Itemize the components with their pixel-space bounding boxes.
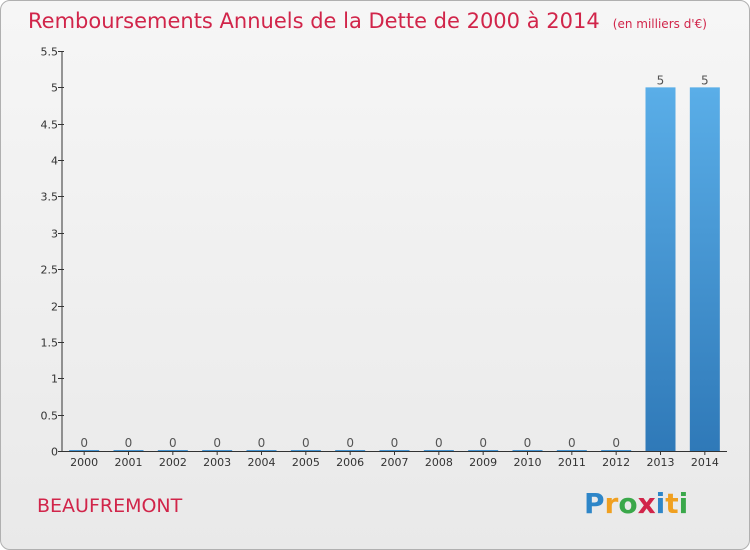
y-tick-label: 0.5 <box>41 410 59 423</box>
y-tick-label: 2 <box>51 301 58 314</box>
bar-2007 <box>379 450 410 451</box>
bar-2011 <box>556 450 587 451</box>
bar-2008 <box>423 450 454 451</box>
y-tick-label: 3 <box>51 228 58 241</box>
y-tick-label: 1 <box>51 373 58 386</box>
data-label-2003: 0 <box>213 436 221 450</box>
x-tick-label: 2000 <box>70 456 98 469</box>
x-tick-label: 2007 <box>381 456 409 469</box>
proxiti-logo: Proxiti <box>584 487 688 523</box>
logo-letter: P <box>584 487 605 520</box>
x-tick-label: 2014 <box>691 456 719 469</box>
data-label-2013: 5 <box>657 73 665 87</box>
logo-letter: i <box>678 487 689 520</box>
commune-name: BEAUFREMONT <box>37 495 183 517</box>
chart-bars: 0 0 0 0 0 0 0 0 0 0 0 0 0 5 5 <box>69 73 720 451</box>
data-label-2006: 0 <box>346 436 354 450</box>
x-tick-label: 2004 <box>248 456 276 469</box>
y-tick-label: 5 <box>51 82 58 95</box>
bar-2004 <box>246 450 277 451</box>
x-tick-label: 2008 <box>425 456 453 469</box>
bar-2012 <box>601 450 632 451</box>
data-label-2009: 0 <box>479 436 487 450</box>
x-tick-label: 2003 <box>203 456 231 469</box>
data-label-2007: 0 <box>391 436 399 450</box>
data-label-2004: 0 <box>258 436 266 450</box>
data-label-2005: 0 <box>302 436 310 450</box>
x-tick-label: 2012 <box>602 456 630 469</box>
logo-letter: i <box>655 487 666 520</box>
bar-2002 <box>157 450 188 451</box>
bar-2013 <box>645 87 676 451</box>
logo-letter: t <box>665 487 679 520</box>
bar-2001 <box>113 450 144 451</box>
y-tick-label: 0 <box>51 446 58 459</box>
x-tick-label: 2005 <box>292 456 320 469</box>
data-label-2001: 0 <box>125 436 133 450</box>
chart-title-text: Remboursements Annuels de la Dette de 20… <box>28 9 600 33</box>
bar-2005 <box>290 450 321 451</box>
data-label-2010: 0 <box>524 436 532 450</box>
chart-axes: 0 0.5 1 1.5 2 2.5 3 3.5 4 4.5 5 5.5 2000 2001 2002 2003… <box>41 46 727 469</box>
y-tick-label: 4.5 <box>41 119 59 132</box>
x-tick-label: 2013 <box>647 456 675 469</box>
data-label-2000: 0 <box>80 436 88 450</box>
y-tick-label: 5.5 <box>41 46 59 59</box>
y-tick-label: 3.5 <box>41 191 59 204</box>
x-tick-label: 2001 <box>115 456 143 469</box>
bar-2010 <box>512 450 543 451</box>
y-tick-label: 1.5 <box>41 337 59 350</box>
x-tick-label: 2009 <box>469 456 497 469</box>
data-label-2008: 0 <box>435 436 443 450</box>
bar-2009 <box>468 450 499 451</box>
bar-2006 <box>335 450 366 451</box>
bar-2014 <box>689 87 720 451</box>
data-label-2002: 0 <box>169 436 177 450</box>
chart-title: Remboursements Annuels de la Dette de 20… <box>28 9 707 33</box>
bar-2003 <box>202 450 233 451</box>
logo-letter: o <box>618 487 638 520</box>
data-label-2011: 0 <box>568 436 576 450</box>
y-tick-label: 2.5 <box>41 264 59 277</box>
x-tick-label: 2006 <box>336 456 364 469</box>
chart-unit-label: (en milliers d'€) <box>612 17 707 31</box>
x-tick-label: 2002 <box>159 456 187 469</box>
x-tick-label: 2010 <box>514 456 542 469</box>
x-tick-label: 2011 <box>558 456 586 469</box>
bar-2000 <box>69 450 100 451</box>
logo-letter: x <box>637 487 656 520</box>
logo-letter: r <box>604 487 619 520</box>
data-label-2014: 5 <box>701 73 709 87</box>
y-tick-label: 4 <box>51 155 58 168</box>
data-label-2012: 0 <box>612 436 620 450</box>
